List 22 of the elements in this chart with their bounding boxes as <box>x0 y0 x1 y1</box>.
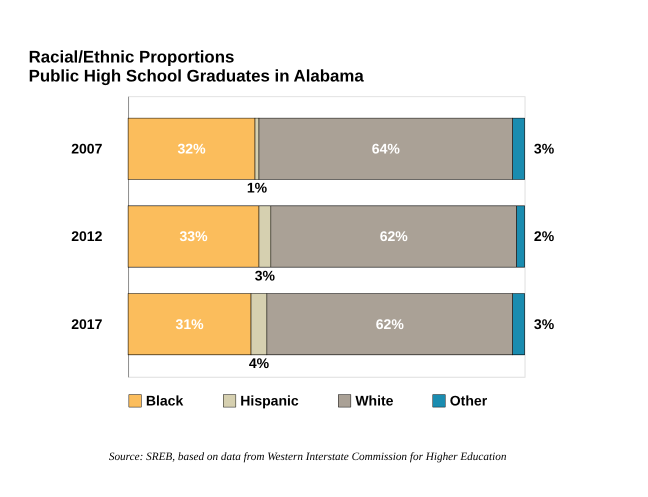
data-label: 32% <box>178 140 206 157</box>
data-label: 31% <box>176 316 204 332</box>
data-label: 33% <box>179 228 208 244</box>
data-label: 2% <box>534 228 555 244</box>
y-tick-label: 2007 <box>71 140 103 157</box>
data-label: 64% <box>372 140 400 157</box>
legend-label: White <box>355 392 394 409</box>
bar <box>128 118 256 180</box>
data-label: 4% <box>248 354 270 371</box>
data-label: 62% <box>380 228 408 244</box>
legend-label: Hispanic <box>240 392 299 409</box>
legend-label: Other <box>450 392 488 409</box>
data-label: 62% <box>376 316 404 332</box>
y-tick-label: 2012 <box>71 228 103 244</box>
chart-title: Racial/Ethnic Proportions Public High School Graduates in Alabama <box>28 48 364 86</box>
data-label: 1% <box>246 180 268 196</box>
y-tick-label: 2017 <box>71 316 103 332</box>
data-label: 3% <box>254 267 276 284</box>
data-label: 3% <box>534 316 555 332</box>
legend-label: Black <box>146 392 184 409</box>
data-label: 3% <box>534 140 555 157</box>
source-note: Source: SREB, based on data from Western Interstate Commission for Higher Education <box>108 450 507 463</box>
